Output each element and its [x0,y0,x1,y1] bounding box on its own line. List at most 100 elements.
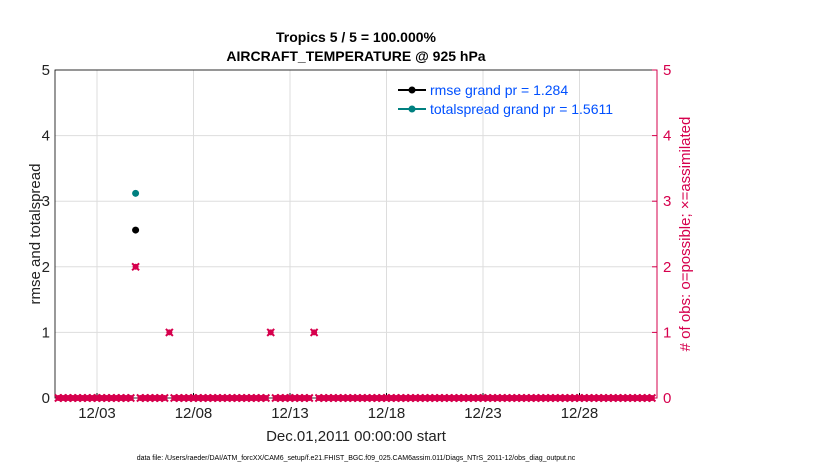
obs-count-mark [229,395,236,401]
obs-count-mark [523,395,530,401]
obs-count-mark [74,395,81,401]
obs-count-mark [306,395,313,401]
obs-count-mark [79,395,86,401]
totalspread-point [132,189,140,197]
obs-count-mark [180,395,187,401]
obs-count-mark [533,395,540,401]
obs-count-mark [634,395,641,401]
obs-count-mark [436,395,443,401]
legend: rmse grand pr = 1.284 totalspread grand … [398,82,613,117]
obs-count-mark [325,395,332,401]
obs-count-mark [393,395,400,401]
obs-count-mark [344,395,351,401]
obs-count-mark [113,395,120,401]
obs-count-mark [407,395,414,401]
obs-count-mark [648,395,655,401]
y-axis-label-right: # of obs: o=possible; ×=assimilated [677,117,694,352]
obs-count-mark [108,395,115,401]
y-tick-label-right: 0 [663,390,671,407]
obs-count-mark [65,395,72,401]
x-tick-label: 12/13 [271,405,309,422]
obs-count-mark [576,395,583,401]
obs-count-mark [209,395,216,401]
obs-count-mark [195,395,202,401]
obs-count-mark [499,395,506,401]
obs-count-mark [132,263,139,270]
obs-count-mark [127,395,134,401]
obs-count-mark [69,395,76,401]
x-tick-label: 12/03 [78,405,116,422]
obs-count-mark [156,395,163,401]
footer-data-file: data file: /Users/raeder/DAI/ATM_forcXX/… [137,455,576,462]
obs-count-mark [508,395,515,401]
plot-area [54,69,658,399]
obs-count-mark [480,395,486,401]
obs-count-mark [320,395,327,401]
obs-count-mark [552,395,559,401]
obs-count-mark [494,395,501,401]
obs-count-mark [581,395,588,401]
obs-count-mark [412,395,419,401]
obs-count-mark [243,395,250,401]
x-tick-label: 12/23 [464,405,502,422]
obs-count-mark [60,395,67,401]
obs-count-mark [190,395,197,401]
obs-count-mark [147,395,154,401]
y-tick-label-right: 2 [663,259,671,276]
obs-count-mark [388,395,395,401]
obs-count-mark [537,395,544,401]
obs-count-mark [55,395,62,401]
y-tick-label-left: 1 [42,324,50,341]
obs-count-mark [262,395,269,401]
obs-count-mark [378,395,385,401]
x-axis-label: Dec.01,2011 00:00:00 start [266,428,447,445]
obs-count-mark [277,395,284,401]
y-tick-label-right: 3 [663,193,671,210]
obs-count-mark [282,395,289,401]
y-tick-label-left: 5 [42,62,50,79]
obs-count-mark [586,395,593,401]
obs-count-mark [397,395,404,401]
obs-count-mark [402,395,409,401]
obs-count-mark [610,395,617,401]
y-tick-label-right: 5 [663,62,671,79]
obs-count-mark [233,395,240,401]
legend-rmse: rmse grand pr = 1.284 [430,82,568,98]
y-tick-label-right: 4 [663,128,671,145]
obs-count-mark [562,395,569,401]
obs-count-mark [272,395,279,401]
y-tick-label-left: 3 [42,193,50,210]
obs-count-mark [142,395,149,401]
obs-count-mark [171,395,178,401]
obs-count-mark [629,395,636,401]
obs-count-mark [354,395,361,401]
x-tick-label: 12/08 [175,405,213,422]
y-tick-label-left: 2 [42,259,50,276]
obs-count-mark [89,395,96,401]
obs-count-mark [542,395,549,401]
obs-count-mark [214,395,221,401]
x-tick-label: 12/18 [368,405,406,422]
obs-count-mark [122,395,129,401]
obs-count-mark [504,395,511,401]
obs-count-mark [513,395,520,401]
obs-count-mark [364,395,371,401]
obs-count-mark [431,395,438,401]
chart-title-line1: Tropics 5 / 5 = 100.000% [276,29,436,45]
obs-count-mark [176,395,183,401]
obs-count-mark [185,395,192,401]
obs-count-mark [422,395,429,401]
obs-count-mark [349,395,356,401]
obs-count-mark [166,329,173,336]
rmse-point [132,226,140,234]
obs-count-mark [253,395,260,401]
obs-count-mark [151,395,158,401]
obs-count-mark [595,395,602,401]
legend-totalspread: totalspread grand pr = 1.5611 [430,101,613,117]
obs-count-mark [605,395,612,401]
obs-count-mark [470,395,477,401]
obs-count-mark [426,395,433,401]
y-axis-label-left: rmse and totalspread [27,164,44,305]
obs-count-mark [118,395,125,401]
